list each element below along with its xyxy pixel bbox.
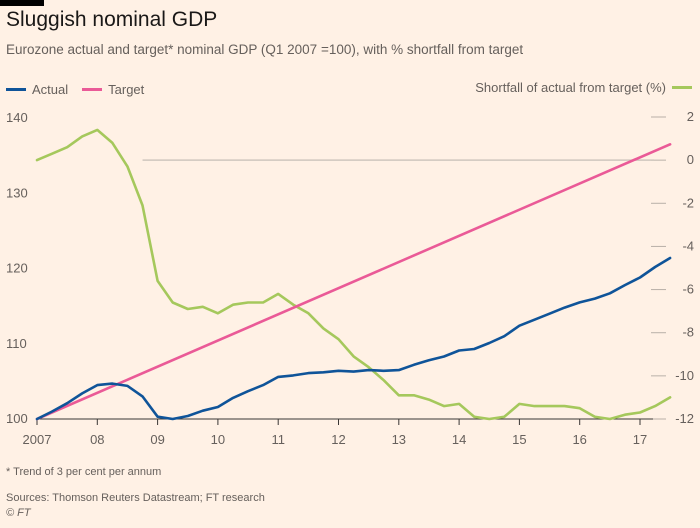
series-layer: [35, 128, 672, 421]
legend-item-actual: Actual: [6, 82, 68, 97]
left-axis-tick-label: 110: [6, 336, 27, 351]
target-series-line: [35, 142, 672, 421]
chart-svg: 100 110 120 130 140 2 0 -2 -4 -6 -8 -10 -12 2007 08 09 1…: [6, 109, 694, 447]
copyright: © FT: [6, 507, 31, 519]
right-axis-tick-label: -10: [675, 368, 694, 383]
legend-label-actual: Actual: [32, 82, 69, 97]
right-axis-tick-label: -6: [682, 282, 694, 297]
legend-swatch-shortfall: [672, 86, 692, 89]
right-axis-tick-label: -8: [682, 325, 694, 340]
legend-swatch-actual: [6, 88, 26, 91]
x-axis-tick-label: 17: [633, 432, 647, 447]
x-axis-tick-label: 15: [512, 432, 526, 447]
left-axis-tick-label: 140: [6, 110, 28, 125]
chart-subtitle: Eurozone actual and target* nominal GDP …: [6, 42, 524, 57]
right-axis-tick-label: 2: [687, 109, 694, 124]
x-axis-tick-label: 14: [452, 432, 466, 447]
x-axis-tick-label: 10: [211, 432, 225, 447]
right-axis-tick-label: -4: [682, 238, 694, 253]
x-axis-tick-label: 2007: [23, 432, 52, 447]
x-axis-tick-label: 16: [572, 432, 586, 447]
brand-bar: [0, 0, 44, 6]
left-axis-tick-label: 120: [6, 261, 28, 276]
legend-swatch-target: [82, 88, 103, 91]
legend-label-target: Target: [108, 82, 145, 97]
footnote: * Trend of 3 per cent per annum: [6, 466, 162, 478]
right-axis-tick-label: -2: [682, 195, 694, 210]
x-axis-tick-label: 08: [90, 432, 104, 447]
legend-left: Actual Target: [6, 82, 158, 97]
legend-label-shortfall: Shortfall of actual from target (%): [475, 80, 666, 95]
x-axis-tick-label: 12: [331, 432, 345, 447]
left-axis-tick-label: 130: [6, 185, 28, 200]
x-axis-tick-label: 11: [271, 432, 285, 447]
x-axis-tick-label: 13: [392, 432, 406, 447]
x-axis-tick-label: 09: [150, 432, 164, 447]
right-axis-tick-label: -12: [675, 411, 694, 426]
actual-series-line: [35, 256, 672, 421]
left-axis-tick-label: 100: [6, 411, 28, 426]
legend-item-target: Target: [82, 82, 144, 97]
chart-title: Sluggish nominal GDP: [6, 8, 218, 31]
axes-layer: 100 110 120 130 140 2 0 -2 -4 -6 -8 -10 -12 2007 08 09 1…: [6, 109, 694, 447]
source-note: Sources: Thomson Reuters Datastream; FT …: [6, 492, 265, 504]
legend-right: Shortfall of actual from target (%): [475, 80, 692, 95]
right-axis-tick-label: 0: [687, 152, 694, 167]
shortfall-series-line: [35, 128, 672, 421]
